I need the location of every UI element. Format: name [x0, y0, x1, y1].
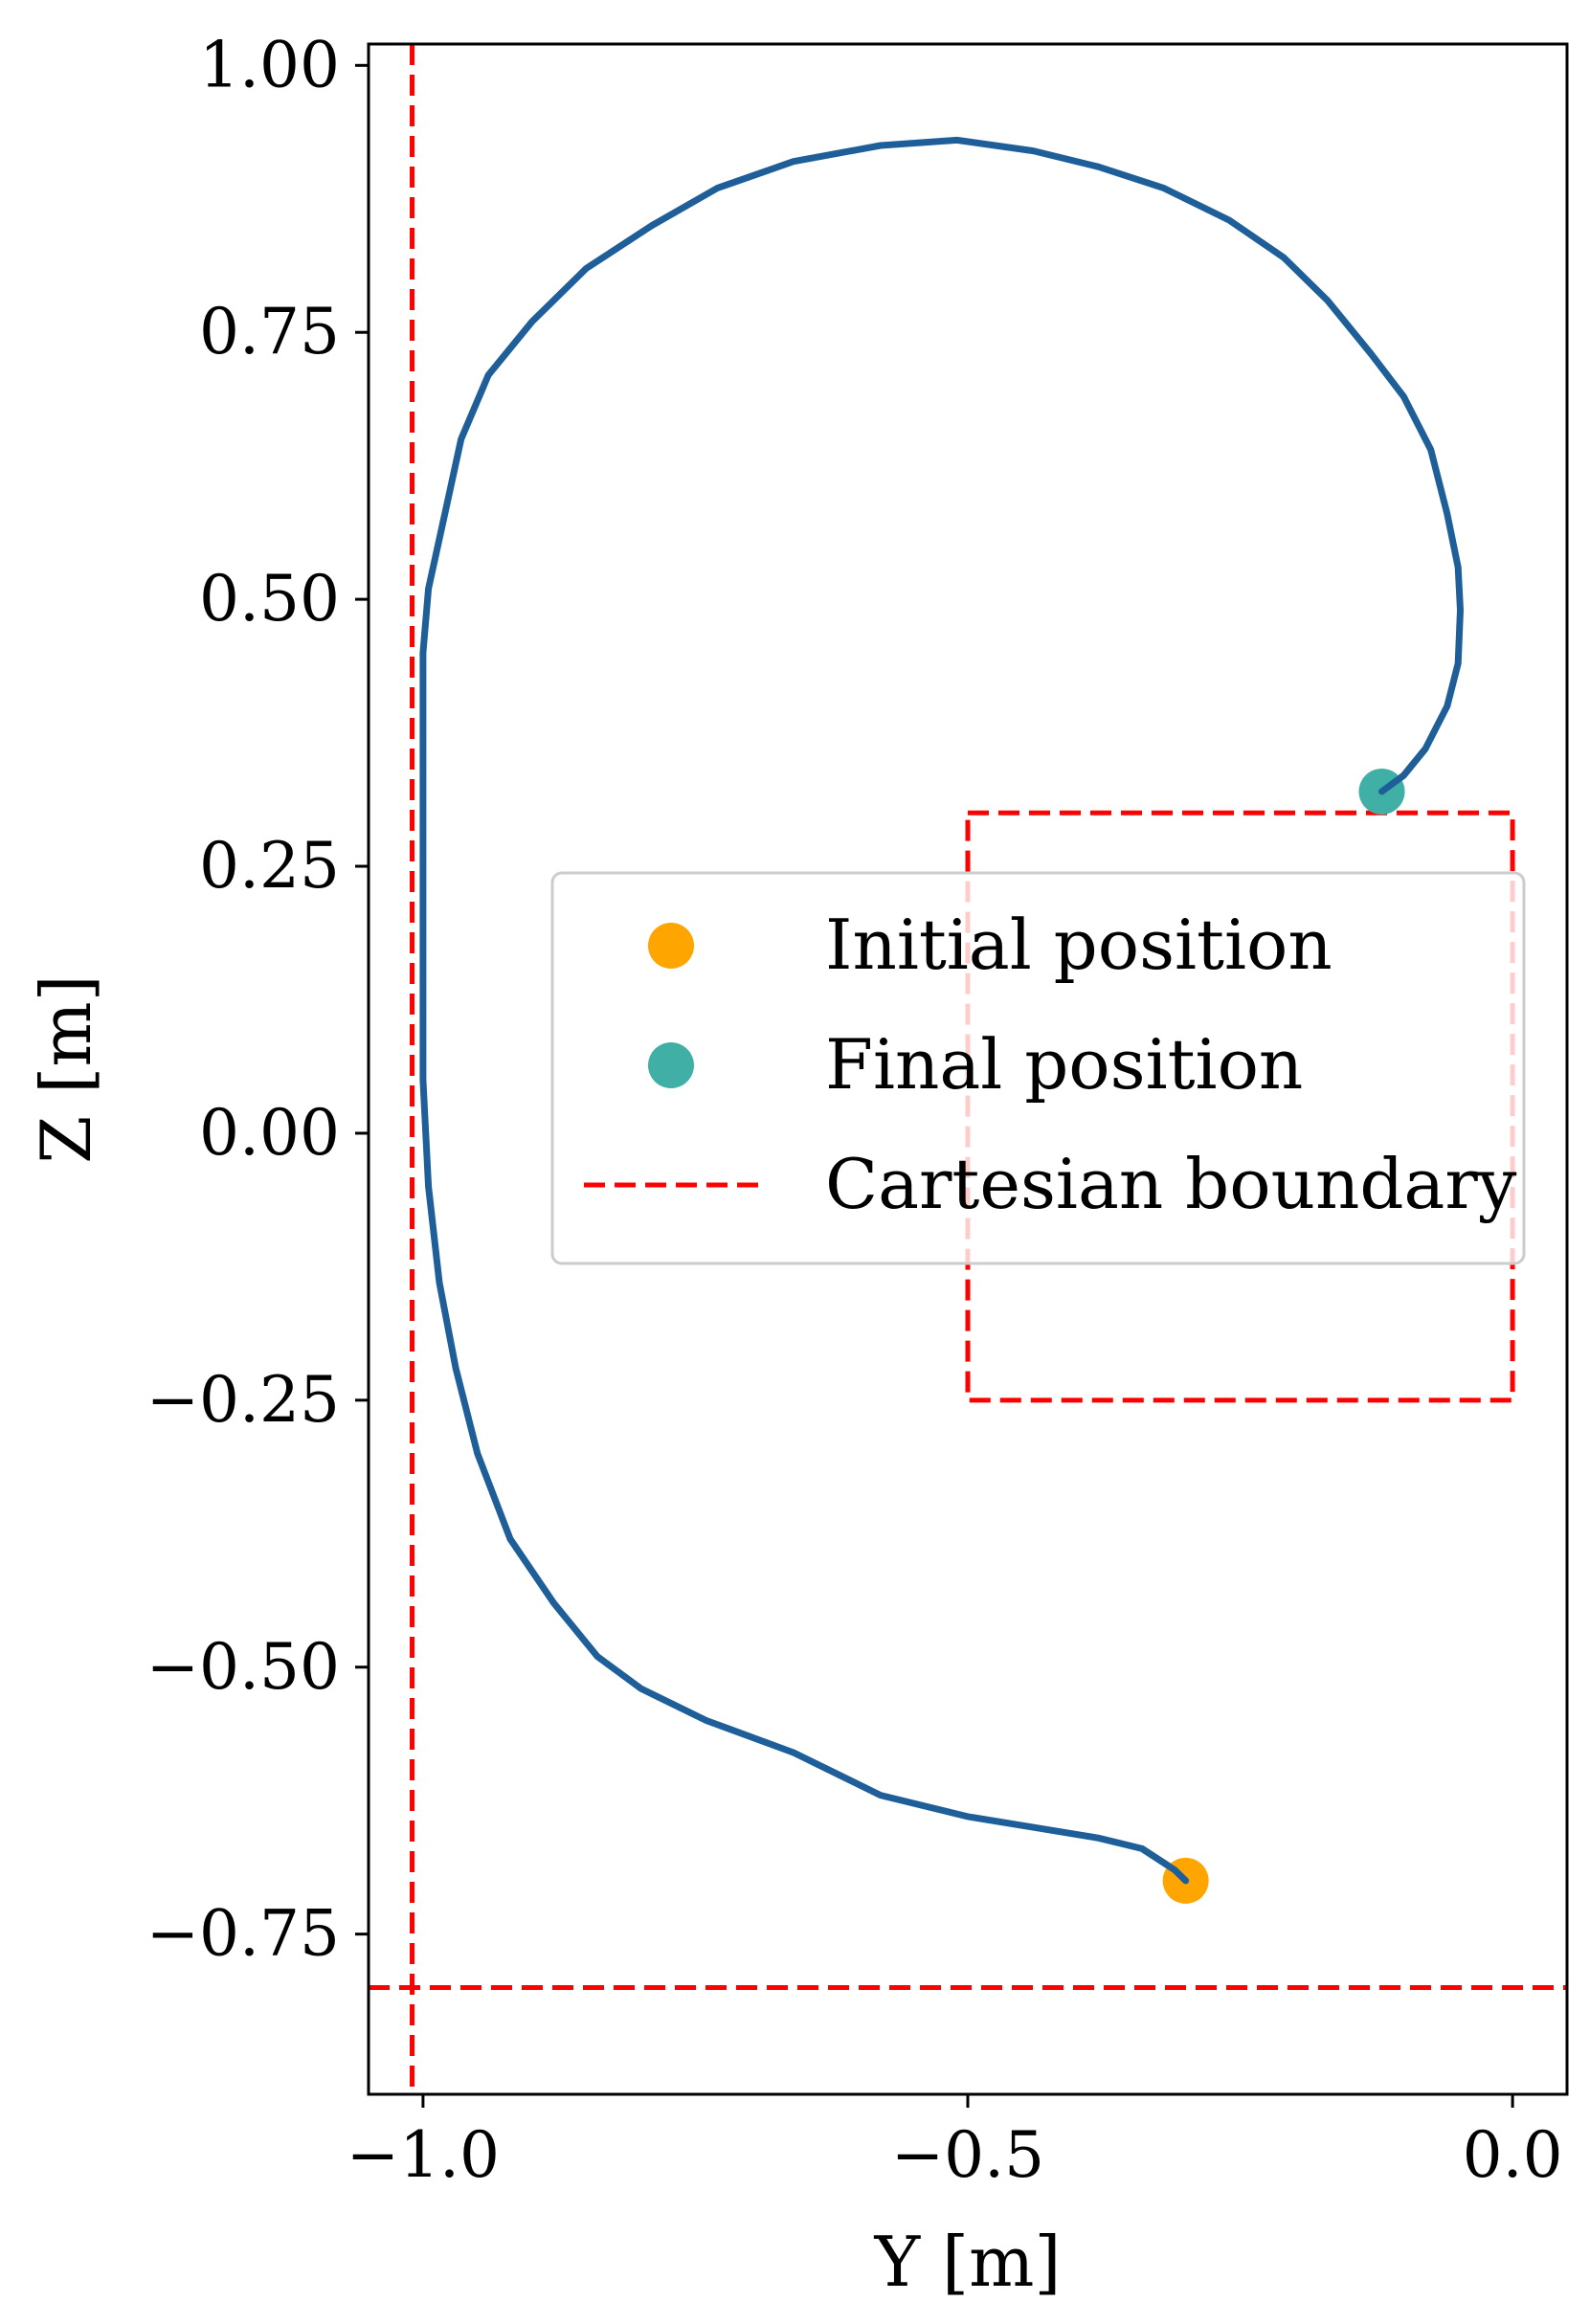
x-tick-label: −1.0: [347, 2118, 500, 2192]
y-tick-label: −0.75: [146, 1897, 340, 1971]
y-axis-label: Z [m]: [26, 974, 106, 1163]
y-tick-label: −0.50: [146, 1630, 340, 1704]
legend: Initial position Final position Cartesia…: [550, 871, 1526, 1265]
y-tick-label: 0.00: [199, 1096, 340, 1170]
y-axis: 1.00 0.75 0.50 0.25 0.00 −0.25 −0.50 −0.75: [146, 28, 369, 1971]
y-tick-label: −0.25: [146, 1363, 340, 1437]
legend-initial-label: Initial position: [825, 905, 1332, 985]
legend-final-label: Final position: [825, 1024, 1303, 1105]
y-tick-label: 1.00: [199, 28, 340, 101]
legend-initial-marker: [648, 923, 694, 969]
x-tick-label: −0.5: [891, 2118, 1044, 2192]
legend-boundary-label: Cartesian boundary: [825, 1144, 1517, 1224]
trajectory-line: [419, 136, 1464, 1885]
trajectory-end-segment: [1378, 745, 1429, 795]
y-tick-label: 0.50: [199, 562, 340, 636]
x-tick-label: 0.0: [1463, 2118, 1563, 2192]
y-tick-label: 0.25: [199, 829, 340, 903]
y-tick-label: 0.75: [199, 295, 340, 369]
legend-box: [550, 871, 1526, 1265]
x-axis-label: Y [m]: [874, 2222, 1062, 2302]
x-axis: −1.0 −0.5 0.0: [347, 2094, 1563, 2192]
trajectory-start-segment: [1138, 1844, 1190, 1885]
legend-final-marker: [648, 1042, 694, 1088]
